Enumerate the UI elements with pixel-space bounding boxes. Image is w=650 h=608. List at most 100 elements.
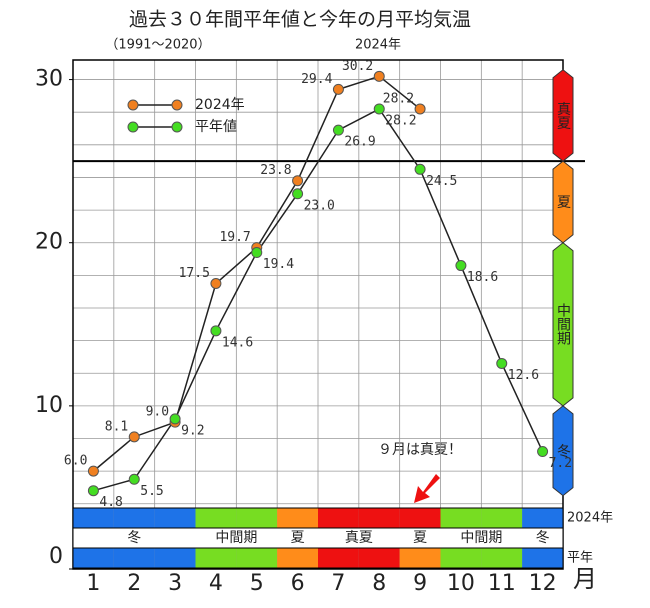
data-point [292,175,304,187]
x-tick-label: 9 [413,571,427,596]
data-label: 4.8 [99,495,122,510]
y-tick-label: 10 [35,393,63,418]
chart-title: 過去３０年間平年値と今年の月平均気温 [129,9,471,31]
season-cell [358,508,400,528]
data-point [128,431,140,443]
data-point [87,485,99,497]
data-point [251,247,263,259]
data-point [373,70,385,82]
season-label: 冬 [127,530,141,546]
x-tick-label: 5 [250,571,264,596]
data-label: 19.4 [263,257,294,272]
data-label: 9.0 [146,405,169,420]
season-cell [195,508,237,528]
x-tick-label: 11 [488,571,516,596]
season-cell [399,548,441,568]
data-point [128,473,140,485]
season-cell [154,508,196,528]
season-cell [440,548,482,568]
season-cell [522,508,563,528]
season-cell [277,548,318,568]
legend-label: 平年値 [195,119,237,135]
data-point [537,446,549,458]
legend-marker [171,99,183,111]
x-tick-label: 7 [331,571,345,596]
data-label: 7.2 [549,456,572,471]
data-label: 26.9 [344,135,375,150]
chart-subtitle: （1991～2020） [105,38,210,53]
season-cell [236,548,278,568]
season-label: 冬 [536,530,550,546]
season-cell [154,548,196,568]
x-tick-label: 2 [127,571,141,596]
data-point [169,413,181,425]
data-point [210,278,222,290]
data-label: 14.6 [222,335,253,350]
x-tick-label: 10 [447,571,475,596]
data-label: 5.5 [140,484,163,499]
legend-label: 2024年 [195,97,245,113]
season-label: 夏 [413,530,427,546]
season-cell [399,508,441,528]
data-label: 9.2 [181,423,204,438]
season-cell [522,548,563,568]
x-tick-label: 8 [372,571,386,596]
season-scale-segment [552,160,574,244]
data-label: 23.0 [304,198,335,213]
data-label: 23.8 [260,163,291,178]
data-label: 17.5 [179,266,210,281]
season-scale-label: 真夏 [555,101,571,129]
data-label: 12.6 [508,368,539,383]
season-row-label: 2024年 [567,511,613,526]
season-cell [113,508,155,528]
data-point [496,357,508,369]
season-cell [236,508,278,528]
season-cell [73,548,114,568]
series-line [93,107,544,492]
season-cell [440,508,482,528]
season-cell [113,548,155,568]
season-cell [277,508,318,528]
x-tick-label: 6 [291,571,305,596]
x-tick-label: 4 [209,571,223,596]
season-cell [481,548,523,568]
season-frame [72,507,564,569]
season-cell [318,548,359,568]
data-point [292,188,304,200]
x-tick-label: 3 [168,571,182,596]
data-label: 30.2 [342,59,373,74]
y-tick-label: 30 [35,67,63,92]
legend-marker [127,99,139,111]
data-label: 19.7 [219,230,250,245]
year-label: 2024年 [355,38,401,53]
season-cell [358,548,400,568]
data-label: 24.5 [426,174,457,189]
y-tick-label: 0 [49,544,63,569]
season-scale-label: 中間期 [555,303,571,346]
season-scale-segment [552,242,574,407]
season-row-label: 平年 [567,551,593,566]
data-label: 28.2 [385,113,416,128]
data-label: 18.6 [467,270,498,285]
data-point [87,465,99,477]
season-label: 夏 [291,530,305,546]
season-label: 真夏 [345,530,373,546]
x-tick-label: 12 [529,571,557,596]
data-label: 8.1 [105,419,128,434]
y-tick-label: 20 [35,230,63,255]
data-label: 29.4 [301,72,332,87]
season-cell [73,508,114,528]
data-label: 6.0 [64,454,87,469]
season-label: 中間期 [460,530,502,546]
season-cell [195,548,237,568]
annotation-arrow [414,474,440,503]
season-scale-segment [552,405,574,497]
data-point [210,325,222,337]
data-point [455,260,467,272]
data-point [332,124,344,136]
legend-marker [171,121,183,133]
season-cell [481,508,523,528]
data-point [373,103,385,115]
